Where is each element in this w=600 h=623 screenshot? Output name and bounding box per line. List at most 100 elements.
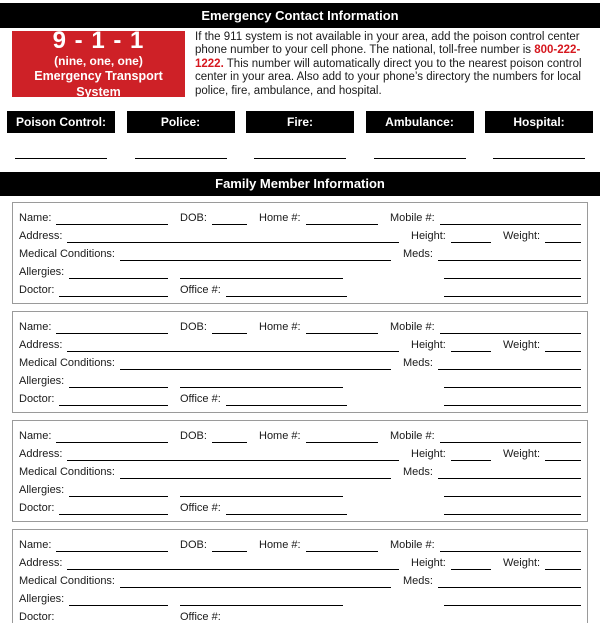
medical-conditions-label: Medical Conditions: <box>19 248 115 261</box>
contact-label-hospital: Hospital: <box>485 111 593 134</box>
contact-label-poison-control: Poison Control: <box>7 111 115 134</box>
medical-conditions-field: Medical Conditions: <box>19 248 391 262</box>
mobile-phone-field: Mobile #: <box>390 539 581 553</box>
allergies-field: Allergies: <box>19 375 168 389</box>
office-phone-line <box>226 611 347 623</box>
hospital-number-cell <box>485 158 593 160</box>
home-phone-field: Home #: <box>259 212 378 226</box>
medical-conditions-label: Medical Conditions: <box>19 575 115 588</box>
medical-conditions-label: Medical Conditions: <box>19 466 115 479</box>
address-label: Address: <box>19 448 63 461</box>
meds-field: Meds: <box>403 357 581 371</box>
name-line <box>56 321 168 335</box>
home-phone-label: Home #: <box>259 430 301 443</box>
address-line <box>67 230 399 244</box>
weight-field: Weight: <box>503 557 581 571</box>
name-dob-row: Name: DOB: Home #: Mobile #: <box>19 207 581 226</box>
medical-conditions-line <box>120 357 391 371</box>
home-phone-line <box>305 539 378 553</box>
medical-conditions-field: Medical Conditions: <box>19 575 391 589</box>
name-dob-row: Name: DOB: Home #: Mobile #: <box>19 425 581 444</box>
dob-field: DOB: <box>180 212 247 226</box>
address-row: Address: Height: Weight: <box>19 552 581 571</box>
doctor-field: Doctor: <box>19 611 168 623</box>
doctor-label: Doctor: <box>19 284 55 297</box>
doctor-field: Doctor: <box>19 502 168 516</box>
doctor-line <box>59 611 168 623</box>
address-row: Address: Height: Weight: <box>19 443 581 462</box>
height-label: Height: <box>411 557 446 570</box>
office-phone-field: Office #: <box>180 502 347 516</box>
office-phone-line <box>225 393 347 407</box>
ambulance-number-cell <box>366 158 474 160</box>
weight-line <box>545 339 581 353</box>
mobile-phone-line <box>439 321 581 335</box>
allergies-continuation-line <box>180 266 343 280</box>
name-field: Name: <box>19 212 168 226</box>
meds-field: Meds: <box>403 248 581 262</box>
name-dob-row: Name: DOB: Home #: Mobile #: <box>19 316 581 335</box>
doctor-field: Doctor: <box>19 393 168 407</box>
call-911-number: 9 - 1 - 1 <box>52 27 145 54</box>
allergies-label: Allergies: <box>19 266 65 279</box>
height-line <box>450 448 491 462</box>
doctor-label: Doctor: <box>19 611 55 623</box>
allergies-field: Allergies: <box>19 593 168 607</box>
medical-conditions-line <box>120 466 391 480</box>
height-label: Height: <box>411 448 446 461</box>
emergency-header-title: Emergency Contact Information <box>201 8 399 23</box>
home-phone-line <box>305 321 378 335</box>
medical-row: Medical Conditions: Meds: <box>19 243 581 262</box>
height-line <box>450 339 491 353</box>
height-field: Height: <box>411 230 491 244</box>
weight-label: Weight: <box>503 230 541 243</box>
allergies-line <box>69 484 168 498</box>
family-header-title: Family Member Information <box>215 176 385 192</box>
meds-label: Meds: <box>403 357 433 370</box>
office-phone-field: Office #: <box>180 284 347 298</box>
name-field: Name: <box>19 321 168 335</box>
contact-label-ambulance: Ambulance: <box>365 111 474 134</box>
home-phone-label: Home #: <box>259 212 301 225</box>
family-members: Name: DOB: Home #: Mobile #: Address: <box>0 202 600 623</box>
medical-conditions-line <box>120 575 391 589</box>
allergies-label: Allergies: <box>19 375 65 388</box>
dob-line <box>211 212 247 226</box>
address-field: Address: <box>19 448 399 462</box>
police-number-line <box>134 158 227 160</box>
office-phone-label: Office #: <box>180 284 221 297</box>
poison-control-number-line <box>15 158 107 160</box>
height-line <box>450 230 491 244</box>
address-line <box>67 557 399 571</box>
address-label: Address: <box>19 230 63 243</box>
height-label: Height: <box>411 339 446 352</box>
name-line <box>56 539 168 553</box>
mobile-phone-line <box>439 539 581 553</box>
medical-conditions-line <box>120 248 391 262</box>
dob-label: DOB: <box>180 430 207 443</box>
meds-continuation-line <box>444 266 581 280</box>
height-line <box>450 557 491 571</box>
family-member-block: Name: DOB: Home #: Mobile #: Address: <box>12 202 588 305</box>
allergies-row: Allergies: <box>19 370 581 389</box>
mobile-phone-field: Mobile #: <box>390 321 581 335</box>
home-phone-label: Home #: <box>259 321 301 334</box>
emergency-header-bar: Emergency Contact Information <box>0 3 600 28</box>
office-phone-field: Office #: <box>180 393 347 407</box>
doctor-label: Doctor: <box>19 393 55 406</box>
doctor-row: Doctor: Office #: <box>19 388 581 407</box>
dob-label: DOB: <box>180 212 207 225</box>
family-member-block: Name: DOB: Home #: Mobile #: Address: <box>12 529 588 623</box>
intro-text-after: This number will automatically direct yo… <box>195 57 582 97</box>
weight-field: Weight: <box>503 230 581 244</box>
name-label: Name: <box>19 321 52 334</box>
allergies-continuation-line <box>180 484 343 498</box>
allergies-field: Allergies: <box>19 266 168 280</box>
weight-field: Weight: <box>503 448 581 462</box>
hospital-number-line <box>493 158 585 160</box>
meds-label: Meds: <box>403 575 433 588</box>
office-phone-label: Office #: <box>180 393 221 406</box>
weight-label: Weight: <box>503 339 541 352</box>
medical-row: Medical Conditions: Meds: <box>19 570 581 589</box>
